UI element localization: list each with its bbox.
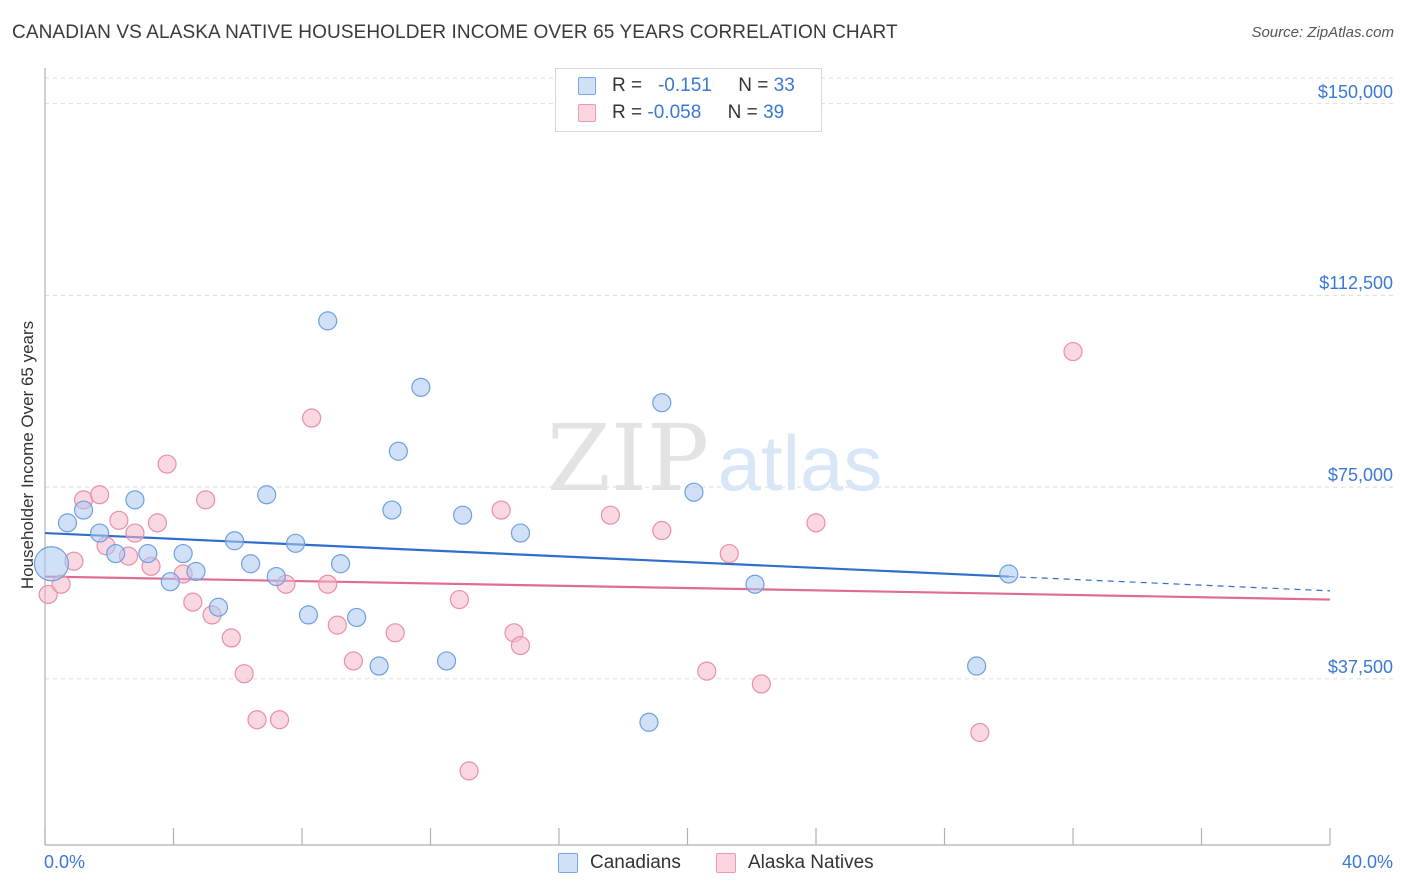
alaska-natives-swatch bbox=[578, 104, 596, 122]
canadians-legend-swatch bbox=[558, 853, 578, 873]
point-canadians-7 bbox=[160, 572, 180, 592]
point-alaska-natives-25 bbox=[385, 623, 405, 643]
point-alaska-natives-32 bbox=[652, 520, 672, 541]
point-alaska-natives-38 bbox=[1063, 341, 1083, 362]
trend-alaska-natives bbox=[44, 575, 1331, 601]
point-canadians-20 bbox=[369, 656, 389, 676]
stats-legend: R = -0.151 N = 33 R = -0.058 N = 39 bbox=[555, 68, 822, 132]
canadians-swatch bbox=[578, 77, 596, 95]
y-tick-label-2: $112,500 bbox=[1319, 273, 1393, 294]
point-alaska-natives-36 bbox=[806, 513, 826, 533]
point-alaska-natives-37 bbox=[970, 722, 990, 743]
point-canadians-28 bbox=[639, 712, 659, 732]
watermark-atlas: atlas bbox=[718, 419, 883, 507]
point-alaska-natives-19 bbox=[269, 710, 290, 730]
x-tick-max: 40.0% bbox=[1341, 852, 1393, 872]
point-canadians-2 bbox=[73, 500, 94, 520]
n-value-canadians: 33 bbox=[773, 75, 795, 96]
point-canadians-26 bbox=[510, 523, 531, 543]
trend-lines bbox=[44, 531, 1331, 601]
point-canadians-1 bbox=[57, 513, 78, 533]
point-canadians-11 bbox=[224, 531, 245, 551]
point-alaska-natives-28 bbox=[491, 500, 511, 520]
n-value-alaska-natives: 39 bbox=[763, 102, 785, 123]
point-canadians-9 bbox=[186, 561, 206, 582]
point-canadians-17 bbox=[318, 311, 338, 331]
r-value-canadians: -0.151 bbox=[657, 75, 712, 96]
point-canadians-30 bbox=[745, 574, 765, 594]
point-canadians-32 bbox=[999, 564, 1019, 584]
point-alaska-natives-4 bbox=[90, 485, 110, 505]
point-canadians-18 bbox=[330, 554, 351, 574]
point-canadians-14 bbox=[266, 566, 286, 587]
watermark-zip: ZIP bbox=[547, 405, 709, 512]
x-tick-min: 0.0% bbox=[44, 852, 86, 872]
y-tick-label-3: $150,000 bbox=[1317, 81, 1393, 102]
point-alaska-natives-26 bbox=[449, 589, 470, 610]
trend-extension-canadians bbox=[1008, 575, 1331, 592]
point-canadians-15 bbox=[285, 533, 306, 553]
point-alaska-natives-27 bbox=[459, 761, 479, 781]
point-alaska-natives-11 bbox=[157, 454, 177, 474]
point-canadians-21 bbox=[382, 500, 402, 520]
point-alaska-natives-21 bbox=[302, 408, 322, 428]
point-alaska-natives-13 bbox=[183, 592, 203, 612]
point-canadians-16 bbox=[298, 605, 319, 625]
point-canadians-24 bbox=[436, 651, 457, 671]
point-canadians-4 bbox=[106, 543, 126, 564]
point-alaska-natives-6 bbox=[109, 510, 129, 530]
alaska-natives-legend-swatch bbox=[716, 853, 736, 873]
point-alaska-natives-31 bbox=[600, 505, 621, 525]
point-canadians-29 bbox=[684, 482, 704, 502]
point-canadians-31 bbox=[967, 656, 987, 676]
point-alaska-natives-23 bbox=[327, 615, 347, 635]
watermark: ZIP atlas bbox=[547, 405, 882, 512]
point-canadians-3 bbox=[90, 523, 110, 543]
stats-text-canadians: R = -0.151 N = 33 bbox=[612, 75, 795, 96]
point-alaska-natives-22 bbox=[318, 574, 338, 594]
trend-canadians bbox=[44, 531, 1009, 578]
point-alaska-natives-17 bbox=[234, 664, 254, 684]
point-alaska-natives-24 bbox=[343, 651, 363, 671]
point-alaska-natives-8 bbox=[125, 523, 145, 543]
chart-title: CANADIAN VS ALASKA NATIVE HOUSEHOLDER IN… bbox=[12, 22, 898, 43]
axes bbox=[44, 68, 1331, 846]
point-canadians-22 bbox=[388, 441, 408, 461]
point-alaska-natives-18 bbox=[247, 710, 267, 730]
point-alaska-natives-0 bbox=[38, 584, 58, 605]
point-canadians-25 bbox=[453, 505, 473, 525]
point-alaska-natives-14 bbox=[196, 490, 216, 510]
point-alaska-natives-33 bbox=[697, 661, 717, 681]
point-canadians-23 bbox=[411, 377, 431, 397]
r-value-alaska-natives: -0.058 bbox=[647, 102, 702, 123]
point-canadians-0 bbox=[33, 546, 70, 582]
point-alaska-natives-10 bbox=[147, 513, 168, 533]
source-label: Source: ZipAtlas.com bbox=[1251, 24, 1394, 41]
point-alaska-natives-16 bbox=[221, 628, 241, 648]
point-alaska-natives-34 bbox=[719, 543, 739, 564]
point-canadians-12 bbox=[241, 554, 261, 574]
data-points bbox=[33, 311, 1083, 781]
y-tick-label-0: $37,500 bbox=[1327, 656, 1393, 677]
point-canadians-8 bbox=[173, 543, 193, 564]
alaska-natives-legend-label: Alaska Natives bbox=[748, 852, 874, 873]
y-tick-label-1: $75,000 bbox=[1327, 465, 1393, 486]
canadians-legend-label: Canadians bbox=[590, 852, 681, 873]
point-alaska-natives-35 bbox=[751, 674, 771, 694]
point-canadians-19 bbox=[347, 607, 367, 628]
point-canadians-10 bbox=[208, 597, 229, 617]
point-canadians-6 bbox=[138, 543, 158, 564]
stats-text-alaska-natives: R = -0.058 N = 39 bbox=[612, 102, 785, 123]
point-canadians-27 bbox=[652, 393, 672, 413]
point-alaska-natives-30 bbox=[510, 635, 531, 656]
point-canadians-13 bbox=[257, 485, 277, 505]
point-canadians-5 bbox=[125, 490, 145, 510]
